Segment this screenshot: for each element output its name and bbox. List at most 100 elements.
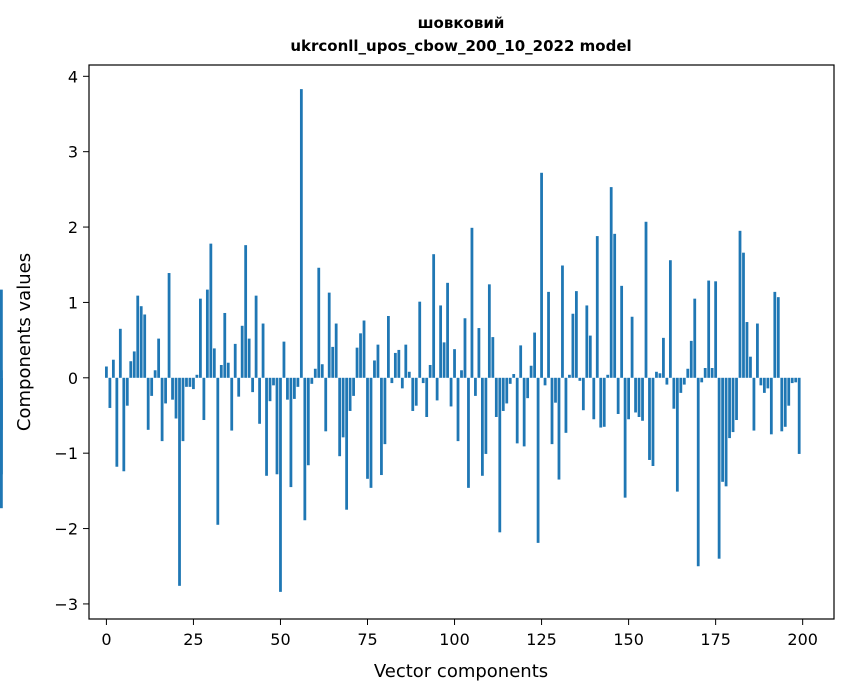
x-tick-label: 0 — [101, 630, 111, 649]
bar — [689, 340, 693, 378]
bar — [0, 377, 3, 475]
bar — [306, 377, 310, 466]
bar — [756, 323, 759, 378]
bar — [105, 366, 108, 378]
bar — [132, 351, 136, 378]
bar — [662, 337, 665, 378]
bar — [240, 325, 244, 378]
bar — [150, 377, 154, 396]
bar — [411, 377, 415, 411]
bar — [508, 377, 512, 384]
bar — [487, 284, 491, 378]
bar — [606, 374, 610, 378]
bar — [188, 377, 192, 387]
bar — [505, 377, 509, 404]
bar — [212, 348, 216, 378]
bar — [160, 377, 164, 442]
bar — [397, 349, 401, 378]
bar — [279, 377, 282, 592]
bar — [571, 313, 575, 378]
x-tick-label: 25 — [183, 630, 203, 649]
bar — [790, 377, 794, 384]
bar — [313, 368, 317, 378]
bar — [519, 345, 523, 378]
bar — [355, 347, 359, 378]
bar — [568, 374, 571, 378]
chart-subtitle: ukrconll_upos_cbow_200_10_2022 model — [290, 37, 631, 55]
bar — [230, 377, 234, 431]
bar — [327, 292, 331, 378]
bar — [700, 377, 704, 383]
bar — [153, 370, 157, 378]
bar — [118, 328, 122, 378]
bar — [787, 377, 791, 406]
bar — [226, 362, 230, 378]
bar — [380, 377, 383, 476]
bar — [574, 291, 578, 378]
x-tick-label: 200 — [787, 630, 818, 649]
bar — [707, 280, 711, 378]
bar — [237, 377, 241, 397]
bar — [456, 377, 460, 442]
bar — [407, 371, 411, 378]
bar — [383, 377, 387, 445]
bar — [247, 338, 251, 378]
bar — [717, 377, 721, 559]
bar — [561, 265, 564, 378]
bar — [268, 377, 272, 402]
bar — [303, 377, 307, 521]
bar — [602, 377, 606, 427]
bar — [675, 377, 679, 492]
bar — [682, 377, 686, 385]
bar — [139, 306, 143, 378]
bar — [728, 377, 731, 439]
bar — [115, 377, 119, 467]
bar — [679, 377, 683, 393]
bar — [668, 260, 672, 378]
bar — [338, 377, 342, 457]
bar — [696, 377, 700, 567]
bar — [522, 377, 526, 447]
bar — [157, 338, 161, 378]
bar — [432, 254, 436, 378]
bar — [585, 305, 589, 378]
bar — [665, 377, 669, 385]
bar — [515, 377, 519, 444]
bar — [543, 377, 547, 386]
bar — [581, 377, 585, 411]
bar — [651, 377, 655, 466]
bar — [261, 323, 265, 378]
y-tick-label: 2 — [68, 218, 78, 237]
x-axis-ticks: 0 25 50 75 100 125 150 175 200 — [101, 619, 818, 649]
bar — [637, 377, 641, 417]
bar — [616, 377, 620, 414]
bar — [286, 377, 289, 400]
bar — [192, 377, 195, 390]
bar — [265, 377, 268, 476]
bar — [439, 305, 443, 378]
bar — [453, 349, 456, 378]
bar — [293, 377, 296, 399]
bar — [219, 364, 223, 378]
y-tick-label: −3 — [54, 595, 78, 614]
bar — [460, 370, 463, 378]
bar-series — [0, 89, 801, 592]
bar — [369, 377, 373, 488]
bar — [641, 377, 644, 421]
bar — [216, 377, 220, 525]
bar — [762, 377, 766, 393]
bar — [627, 377, 630, 420]
bar — [167, 273, 171, 378]
plot-area-frame — [88, 64, 835, 620]
bar — [540, 172, 543, 378]
bar — [752, 377, 756, 431]
bar — [178, 377, 181, 586]
bar — [348, 377, 352, 411]
bar — [738, 230, 742, 378]
bar — [143, 314, 147, 378]
bar — [595, 236, 599, 378]
bar — [470, 227, 474, 378]
y-tick-label: 3 — [68, 143, 78, 162]
bar — [536, 377, 540, 543]
